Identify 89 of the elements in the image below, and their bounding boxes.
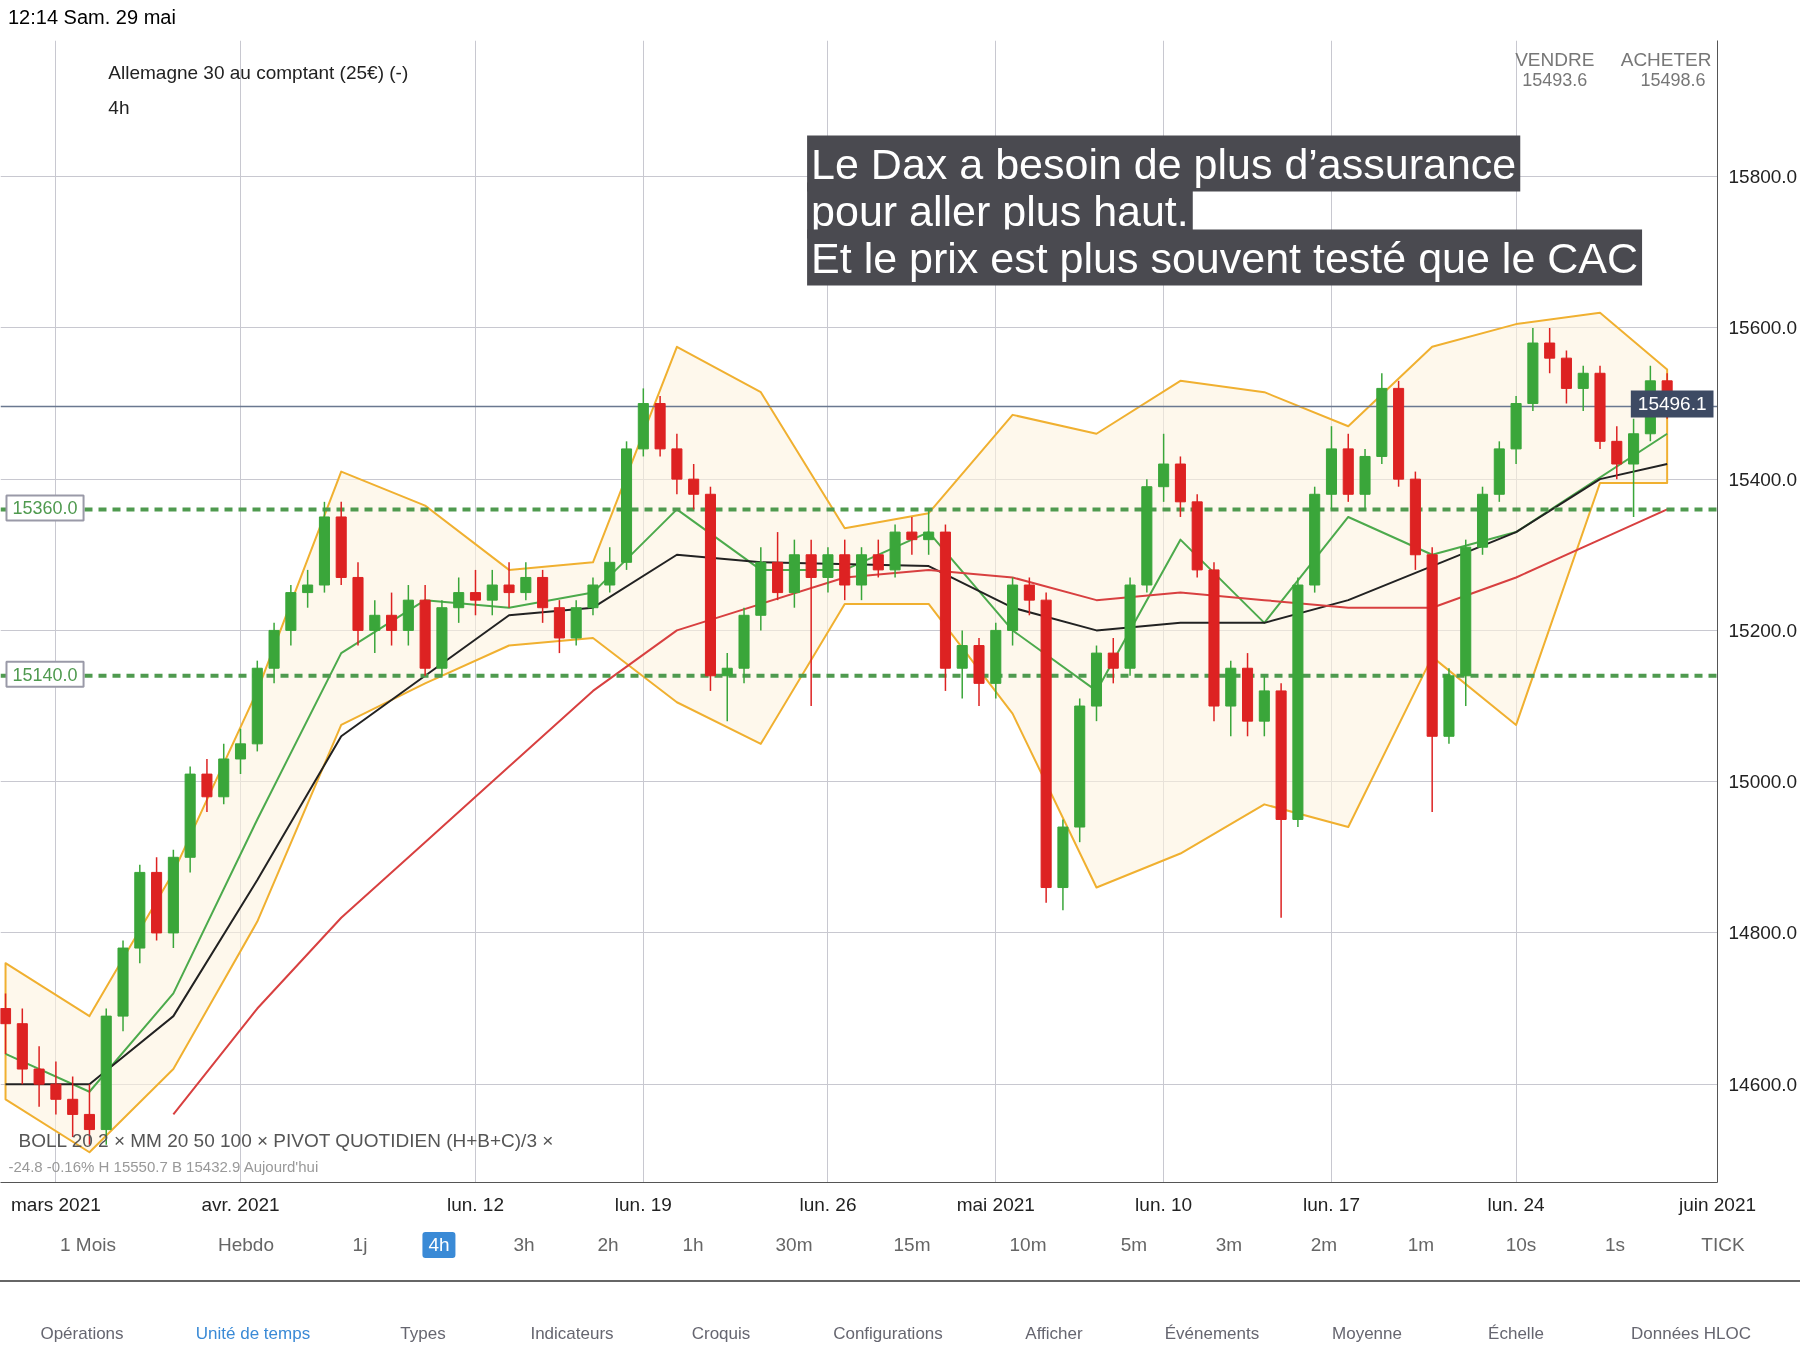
x-tick-label: lun. 17 (1302, 1193, 1360, 1215)
text: 1h (682, 1234, 704, 1256)
candlestick (0, 992, 12, 1055)
text: 3m (1215, 1234, 1243, 1256)
candlestick (923, 508, 935, 556)
text: 4h (422, 1232, 456, 1258)
text: TICK (1701, 1234, 1745, 1256)
text: Hebdo (218, 1234, 274, 1256)
candlestick (234, 727, 247, 775)
annotation: 15498.6 (1640, 70, 1706, 90)
candlestick (1158, 433, 1170, 503)
text: 10m (1009, 1234, 1047, 1256)
x-tick-label: lun. 10 (1135, 1193, 1193, 1215)
text: 1 Mois (60, 1234, 116, 1256)
text: 15m (893, 1234, 931, 1256)
text: Indicateurs (530, 1324, 614, 1344)
x-tick-label: mai 2021 (956, 1193, 1035, 1215)
candlestick (1577, 364, 1589, 412)
candlestick (503, 561, 515, 609)
y-tick-label: 14800.0 (1728, 922, 1798, 944)
candlestick (50, 1060, 62, 1116)
annotation: Le Dax a besoin de plus d’assurance (811, 139, 1517, 188)
text: Opérations (40, 1324, 124, 1344)
candlestick (33, 1045, 45, 1108)
text: Échelle (1488, 1324, 1544, 1344)
candlestick (201, 758, 213, 813)
candlestick (1611, 425, 1623, 480)
text: 30m (775, 1234, 813, 1256)
candlestick (369, 599, 381, 654)
text: 5m (1120, 1234, 1148, 1256)
text: 1j (352, 1234, 368, 1256)
x-tick-label: lun. 12 (446, 1193, 505, 1215)
candlestick (453, 576, 465, 624)
y-tick-label: 15800.0 (1728, 166, 1798, 188)
text: Configurations (833, 1324, 943, 1344)
x-tick-label: mars 2021 (11, 1193, 101, 1215)
x-tick-label: lun. 24 (1487, 1193, 1546, 1215)
text: Données HLOC (1630, 1324, 1752, 1344)
text: Événements (1164, 1324, 1260, 1344)
text: Unité de temps (195, 1324, 311, 1344)
ref-line-label: 15496.1 (1637, 393, 1707, 415)
x-tick-label: juin 2021 (1677, 1193, 1757, 1215)
y-tick-label: 15400.0 (1728, 468, 1798, 490)
y-tick-label: 15000.0 (1728, 771, 1798, 793)
annotation: pour aller plus haut. (811, 186, 1189, 235)
candlestick (302, 569, 314, 609)
text: 2m (1310, 1234, 1338, 1256)
candlestick (822, 546, 834, 594)
text: Croquis (691, 1324, 751, 1344)
text: 2h (597, 1234, 619, 1256)
candlestick (906, 516, 918, 556)
candlestick (1107, 637, 1119, 685)
candlestick (486, 569, 498, 617)
text: 1s (1604, 1234, 1626, 1256)
ref-line-label: 15140.0 (12, 664, 78, 685)
text: 12:14 Sam. 29 mai (8, 6, 176, 29)
ref-line-label: 15360.0 (12, 498, 78, 519)
annotation: -24.8 -0.16% H 15550.7 B 15432.9 Aujourd'hui (8, 1158, 319, 1175)
x-tick-label: avr. 2021 (201, 1193, 280, 1215)
y-tick-label: 15600.0 (1728, 317, 1798, 339)
candlestick (688, 463, 700, 511)
annotation: Et le prix est plus souvent testé que le CAC (811, 233, 1639, 282)
x-tick-label: lun. 26 (799, 1193, 857, 1215)
candlestick (1544, 327, 1556, 375)
annotation: VENDRE (1515, 49, 1595, 70)
candlestick (469, 569, 482, 617)
text: Moyenne (1332, 1324, 1402, 1344)
candlestick (1023, 576, 1035, 617)
annotation: ACHETER (1620, 49, 1712, 70)
annotation: 15493.6 (1522, 70, 1588, 90)
text: Afficher (1025, 1324, 1083, 1344)
candlestick (721, 652, 733, 722)
text: Allemagne 30 au comptant (25€) (-) (108, 62, 409, 83)
text: 1m (1407, 1234, 1435, 1256)
candlestick (386, 591, 398, 647)
x-tick-label: lun. 19 (614, 1193, 672, 1215)
text: 4h (108, 97, 130, 118)
y-tick-label: 15200.0 (1728, 619, 1798, 641)
line-series (172, 508, 1669, 1116)
y-tick-label: 14600.0 (1728, 1073, 1798, 1095)
text: Types (400, 1324, 446, 1344)
candlestick (604, 546, 616, 594)
text: 3h (513, 1234, 535, 1256)
candlestick (520, 561, 532, 601)
candlestick (805, 538, 817, 707)
candlestick (956, 629, 968, 700)
text: 10s (1505, 1234, 1537, 1256)
candlestick (587, 576, 599, 617)
candlestick (872, 538, 884, 579)
